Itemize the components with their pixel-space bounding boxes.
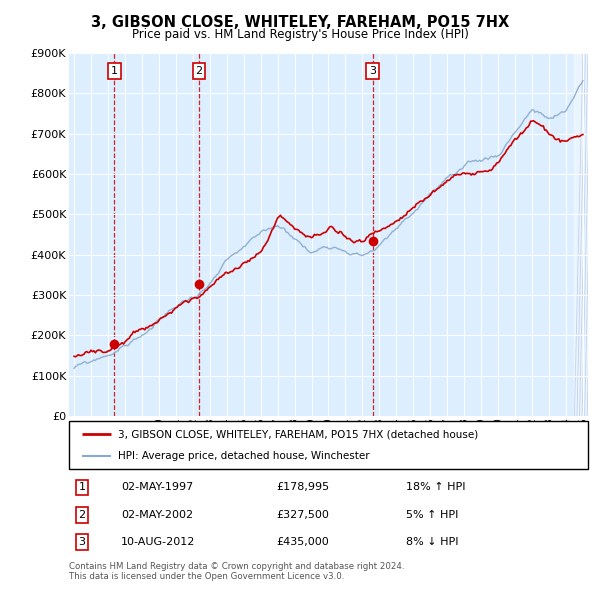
Text: 2: 2 [196, 66, 203, 76]
Text: 1: 1 [111, 66, 118, 76]
Text: £435,000: £435,000 [277, 537, 329, 547]
Text: £327,500: £327,500 [277, 510, 329, 520]
Text: £178,995: £178,995 [277, 483, 330, 493]
Text: 8% ↓ HPI: 8% ↓ HPI [406, 537, 459, 547]
FancyBboxPatch shape [69, 421, 588, 469]
Text: 2: 2 [79, 510, 86, 520]
Text: Price paid vs. HM Land Registry's House Price Index (HPI): Price paid vs. HM Land Registry's House … [131, 28, 469, 41]
Text: 5% ↑ HPI: 5% ↑ HPI [406, 510, 459, 520]
Text: 3, GIBSON CLOSE, WHITELEY, FAREHAM, PO15 7HX: 3, GIBSON CLOSE, WHITELEY, FAREHAM, PO15… [91, 15, 509, 30]
Text: 1: 1 [79, 483, 85, 493]
Text: HPI: Average price, detached house, Winchester: HPI: Average price, detached house, Winc… [118, 451, 370, 461]
Text: This data is licensed under the Open Government Licence v3.0.: This data is licensed under the Open Gov… [69, 572, 344, 581]
Text: 3: 3 [369, 66, 376, 76]
Text: Contains HM Land Registry data © Crown copyright and database right 2024.: Contains HM Land Registry data © Crown c… [69, 562, 404, 571]
Text: 18% ↑ HPI: 18% ↑ HPI [406, 483, 466, 493]
Text: 02-MAY-2002: 02-MAY-2002 [121, 510, 193, 520]
Text: 3: 3 [79, 537, 85, 547]
Text: 3, GIBSON CLOSE, WHITELEY, FAREHAM, PO15 7HX (detached house): 3, GIBSON CLOSE, WHITELEY, FAREHAM, PO15… [118, 429, 479, 439]
Text: 10-AUG-2012: 10-AUG-2012 [121, 537, 195, 547]
Text: 02-MAY-1997: 02-MAY-1997 [121, 483, 193, 493]
